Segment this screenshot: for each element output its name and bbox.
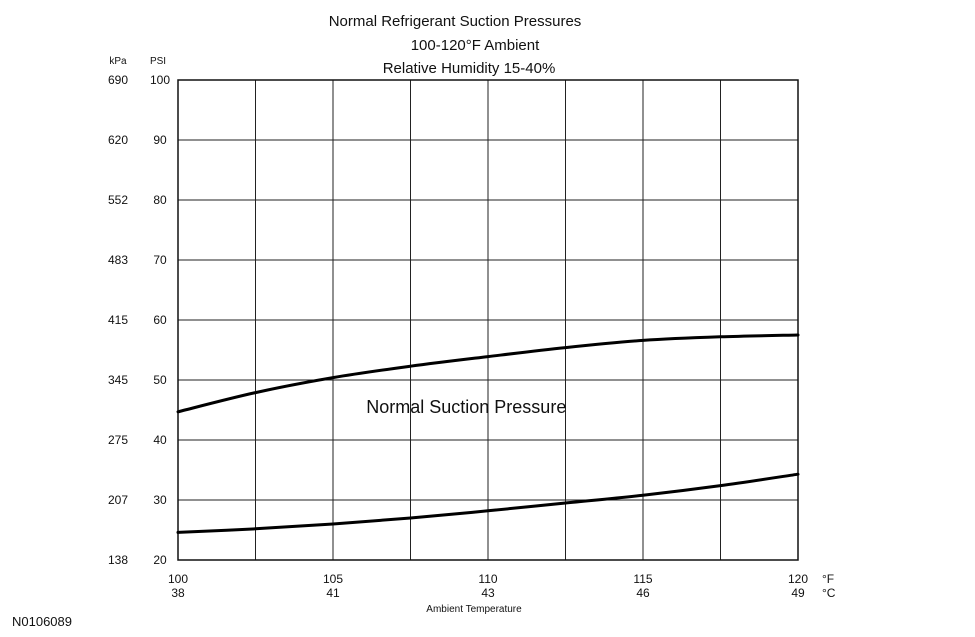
- x-unit-c: °C: [822, 586, 836, 600]
- y-unit-psi: PSI: [150, 56, 166, 67]
- plot-frame: [177, 79, 799, 561]
- x-tick-f-110: 110: [478, 572, 497, 586]
- y-tick-kpa-620: 620: [108, 133, 128, 147]
- x-tick-c-49: 49: [791, 586, 805, 600]
- y-tick-psi-50: 50: [153, 373, 167, 387]
- x-tick-c-41: 41: [326, 586, 340, 600]
- band-label: Normal Suction Pressure: [366, 397, 566, 417]
- chart-title-line-1: Normal Refrigerant Suction Pressures: [329, 13, 582, 30]
- chart-title-line-2: 100-120°F Ambient: [411, 37, 540, 54]
- y-tick-psi-30: 30: [153, 493, 167, 507]
- text-layer: Normal Refrigerant Suction Pressures 100-…: [12, 13, 836, 629]
- figure-id: N0106089: [12, 614, 72, 629]
- x-tick-f-100: 100: [168, 572, 188, 586]
- upper-limit-curve: [176, 333, 800, 414]
- chart-title-line-3: Relative Humidity 15-40%: [383, 60, 556, 77]
- y-tick-kpa-207: 207: [108, 493, 128, 507]
- y-tick-kpa-345: 345: [108, 373, 128, 387]
- y-tick-kpa-138: 138: [108, 553, 128, 567]
- x-unit-f: °F: [822, 572, 834, 586]
- y-tick-psi-60: 60: [153, 313, 167, 327]
- x-axis-label: Ambient Temperature: [426, 604, 522, 615]
- y-tick-psi-70: 70: [153, 253, 167, 267]
- x-tick-f-120: 120: [788, 572, 808, 586]
- grid-layer: [177, 79, 799, 561]
- y-tick-psi-90: 90: [153, 133, 167, 147]
- y-unit-kpa: kPa: [109, 56, 127, 67]
- series-layer: [176, 333, 800, 534]
- x-tick-c-46: 46: [636, 586, 650, 600]
- y-tick-kpa-690: 690: [108, 73, 128, 87]
- x-tick-c-38: 38: [171, 586, 185, 600]
- x-tick-f-115: 115: [633, 572, 652, 586]
- y-tick-psi-100: 100: [150, 73, 170, 87]
- y-tick-kpa-552: 552: [108, 193, 128, 207]
- lower-limit-curve: [176, 472, 800, 534]
- x-tick-c-43: 43: [481, 586, 495, 600]
- y-tick-psi-80: 80: [153, 193, 167, 207]
- y-tick-psi-20: 20: [153, 553, 167, 567]
- y-tick-kpa-275: 275: [108, 433, 128, 447]
- x-tick-f-105: 105: [323, 572, 343, 586]
- y-tick-kpa-483: 483: [108, 253, 128, 267]
- y-tick-psi-40: 40: [153, 433, 167, 447]
- y-tick-kpa-415: 415: [108, 313, 128, 327]
